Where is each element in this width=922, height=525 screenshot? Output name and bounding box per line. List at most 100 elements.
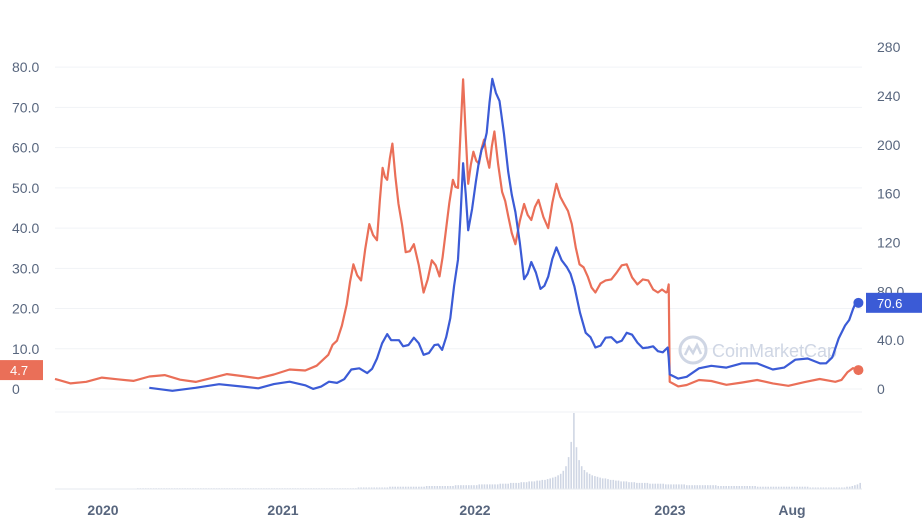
volume-bar bbox=[701, 485, 704, 489]
volume-bar bbox=[381, 487, 383, 489]
volume-bar bbox=[436, 486, 439, 489]
volume-bar bbox=[567, 457, 570, 489]
volume-bar bbox=[386, 487, 389, 489]
coinmarketcap-logo-wave bbox=[683, 342, 703, 356]
left-axis-tick-label: 30.0 bbox=[12, 260, 39, 276]
volume-bar bbox=[425, 486, 428, 489]
last-value-markers: 4.7 70.6 bbox=[0, 292, 922, 381]
volume-bar bbox=[583, 470, 586, 489]
right-axis-tick-label: 0 bbox=[877, 381, 885, 397]
volume-bar bbox=[402, 486, 404, 489]
left-axis-tick-label: 80.0 bbox=[12, 59, 39, 75]
volume-bar bbox=[859, 482, 861, 489]
volume-bar bbox=[586, 472, 588, 489]
volume-bar bbox=[475, 485, 478, 489]
volume-bar bbox=[378, 487, 381, 489]
volume-bar bbox=[423, 486, 425, 489]
volume-bar bbox=[520, 482, 523, 489]
volume-bar bbox=[588, 473, 591, 489]
volume-bar bbox=[738, 486, 741, 489]
volume-bar bbox=[465, 485, 467, 489]
volume-bar bbox=[570, 441, 572, 489]
volume-bar bbox=[683, 484, 685, 489]
volume-bar bbox=[730, 486, 733, 489]
volume-bar bbox=[785, 486, 788, 489]
volume-bar bbox=[735, 486, 738, 489]
volume-bar bbox=[431, 486, 433, 489]
volume-bar bbox=[531, 481, 533, 489]
volume-bar bbox=[517, 482, 520, 489]
volume-bar bbox=[473, 485, 475, 489]
left-axis-tick-label: 10.0 bbox=[12, 341, 39, 357]
volume-bar bbox=[504, 483, 507, 489]
volume-bar bbox=[749, 486, 751, 489]
volume-bar bbox=[439, 486, 441, 489]
volume-bar bbox=[594, 476, 596, 489]
volume-bar bbox=[454, 485, 457, 489]
volume-bar bbox=[601, 478, 604, 489]
volume-bar bbox=[759, 486, 762, 489]
volume-bar bbox=[533, 481, 536, 489]
left-axis-tick-label: 70.0 bbox=[12, 99, 39, 115]
volume-bar bbox=[397, 486, 399, 489]
volume-bar bbox=[799, 486, 801, 489]
volume-bar bbox=[728, 486, 730, 489]
volume-bar bbox=[391, 486, 394, 489]
volume-bar bbox=[644, 482, 646, 489]
volume-bar bbox=[412, 486, 415, 489]
volume-bar bbox=[796, 486, 798, 489]
volume-bar bbox=[481, 484, 483, 489]
volume-bar bbox=[462, 485, 465, 489]
volume-bar bbox=[841, 487, 843, 489]
volume-bar bbox=[699, 485, 701, 489]
volume-bar bbox=[686, 485, 688, 489]
volume-bar bbox=[557, 475, 559, 489]
volume-bar bbox=[418, 486, 420, 489]
volume-bar bbox=[389, 486, 391, 489]
volume-bar bbox=[812, 487, 814, 489]
volume-bar bbox=[615, 480, 617, 489]
volume-bar bbox=[620, 481, 622, 489]
volume-bar bbox=[827, 487, 830, 489]
x-axis-tick-labels: 2020 2021 2022 2023 Aug bbox=[87, 502, 805, 518]
x-axis-tick-label: Aug bbox=[778, 502, 805, 518]
volume-bar bbox=[625, 481, 628, 489]
volume-bar bbox=[599, 477, 601, 489]
volume-bar bbox=[772, 486, 775, 489]
volume-bar bbox=[754, 486, 756, 489]
volume-bar bbox=[546, 479, 549, 489]
volume-bar bbox=[365, 487, 368, 489]
volume-bar bbox=[788, 486, 790, 489]
volume-bar bbox=[544, 479, 546, 489]
volume-bar bbox=[633, 482, 636, 489]
volume-bar bbox=[515, 482, 517, 489]
volume-bar bbox=[536, 480, 538, 489]
volume-bar bbox=[651, 483, 654, 489]
volume-bar bbox=[502, 483, 504, 489]
volume-bar bbox=[452, 486, 454, 489]
volume-bar bbox=[478, 484, 481, 489]
volume-bar bbox=[441, 486, 444, 489]
volume-bar bbox=[691, 485, 693, 489]
volume-bar bbox=[791, 486, 793, 489]
volume-bar bbox=[604, 478, 607, 489]
volume-bar bbox=[496, 484, 499, 489]
volume-bar bbox=[394, 486, 396, 489]
volume-bar bbox=[801, 486, 804, 489]
volume-bar bbox=[404, 486, 407, 489]
chart-watermark: CoinMarketCap bbox=[678, 335, 837, 365]
volume-bar bbox=[709, 485, 712, 489]
volume-bar bbox=[646, 482, 649, 489]
volume-bar bbox=[838, 487, 840, 489]
volume-bar bbox=[580, 466, 583, 489]
volume-bar bbox=[578, 460, 580, 489]
volume-bar bbox=[764, 486, 767, 489]
volume-bar bbox=[722, 486, 725, 489]
volume-bar bbox=[743, 486, 746, 489]
left-axis-tick-label: 60.0 bbox=[12, 140, 39, 156]
volume-bar bbox=[678, 484, 680, 489]
volume-bar bbox=[696, 485, 699, 489]
volume-bar bbox=[415, 486, 417, 489]
volume-bar bbox=[770, 486, 772, 489]
